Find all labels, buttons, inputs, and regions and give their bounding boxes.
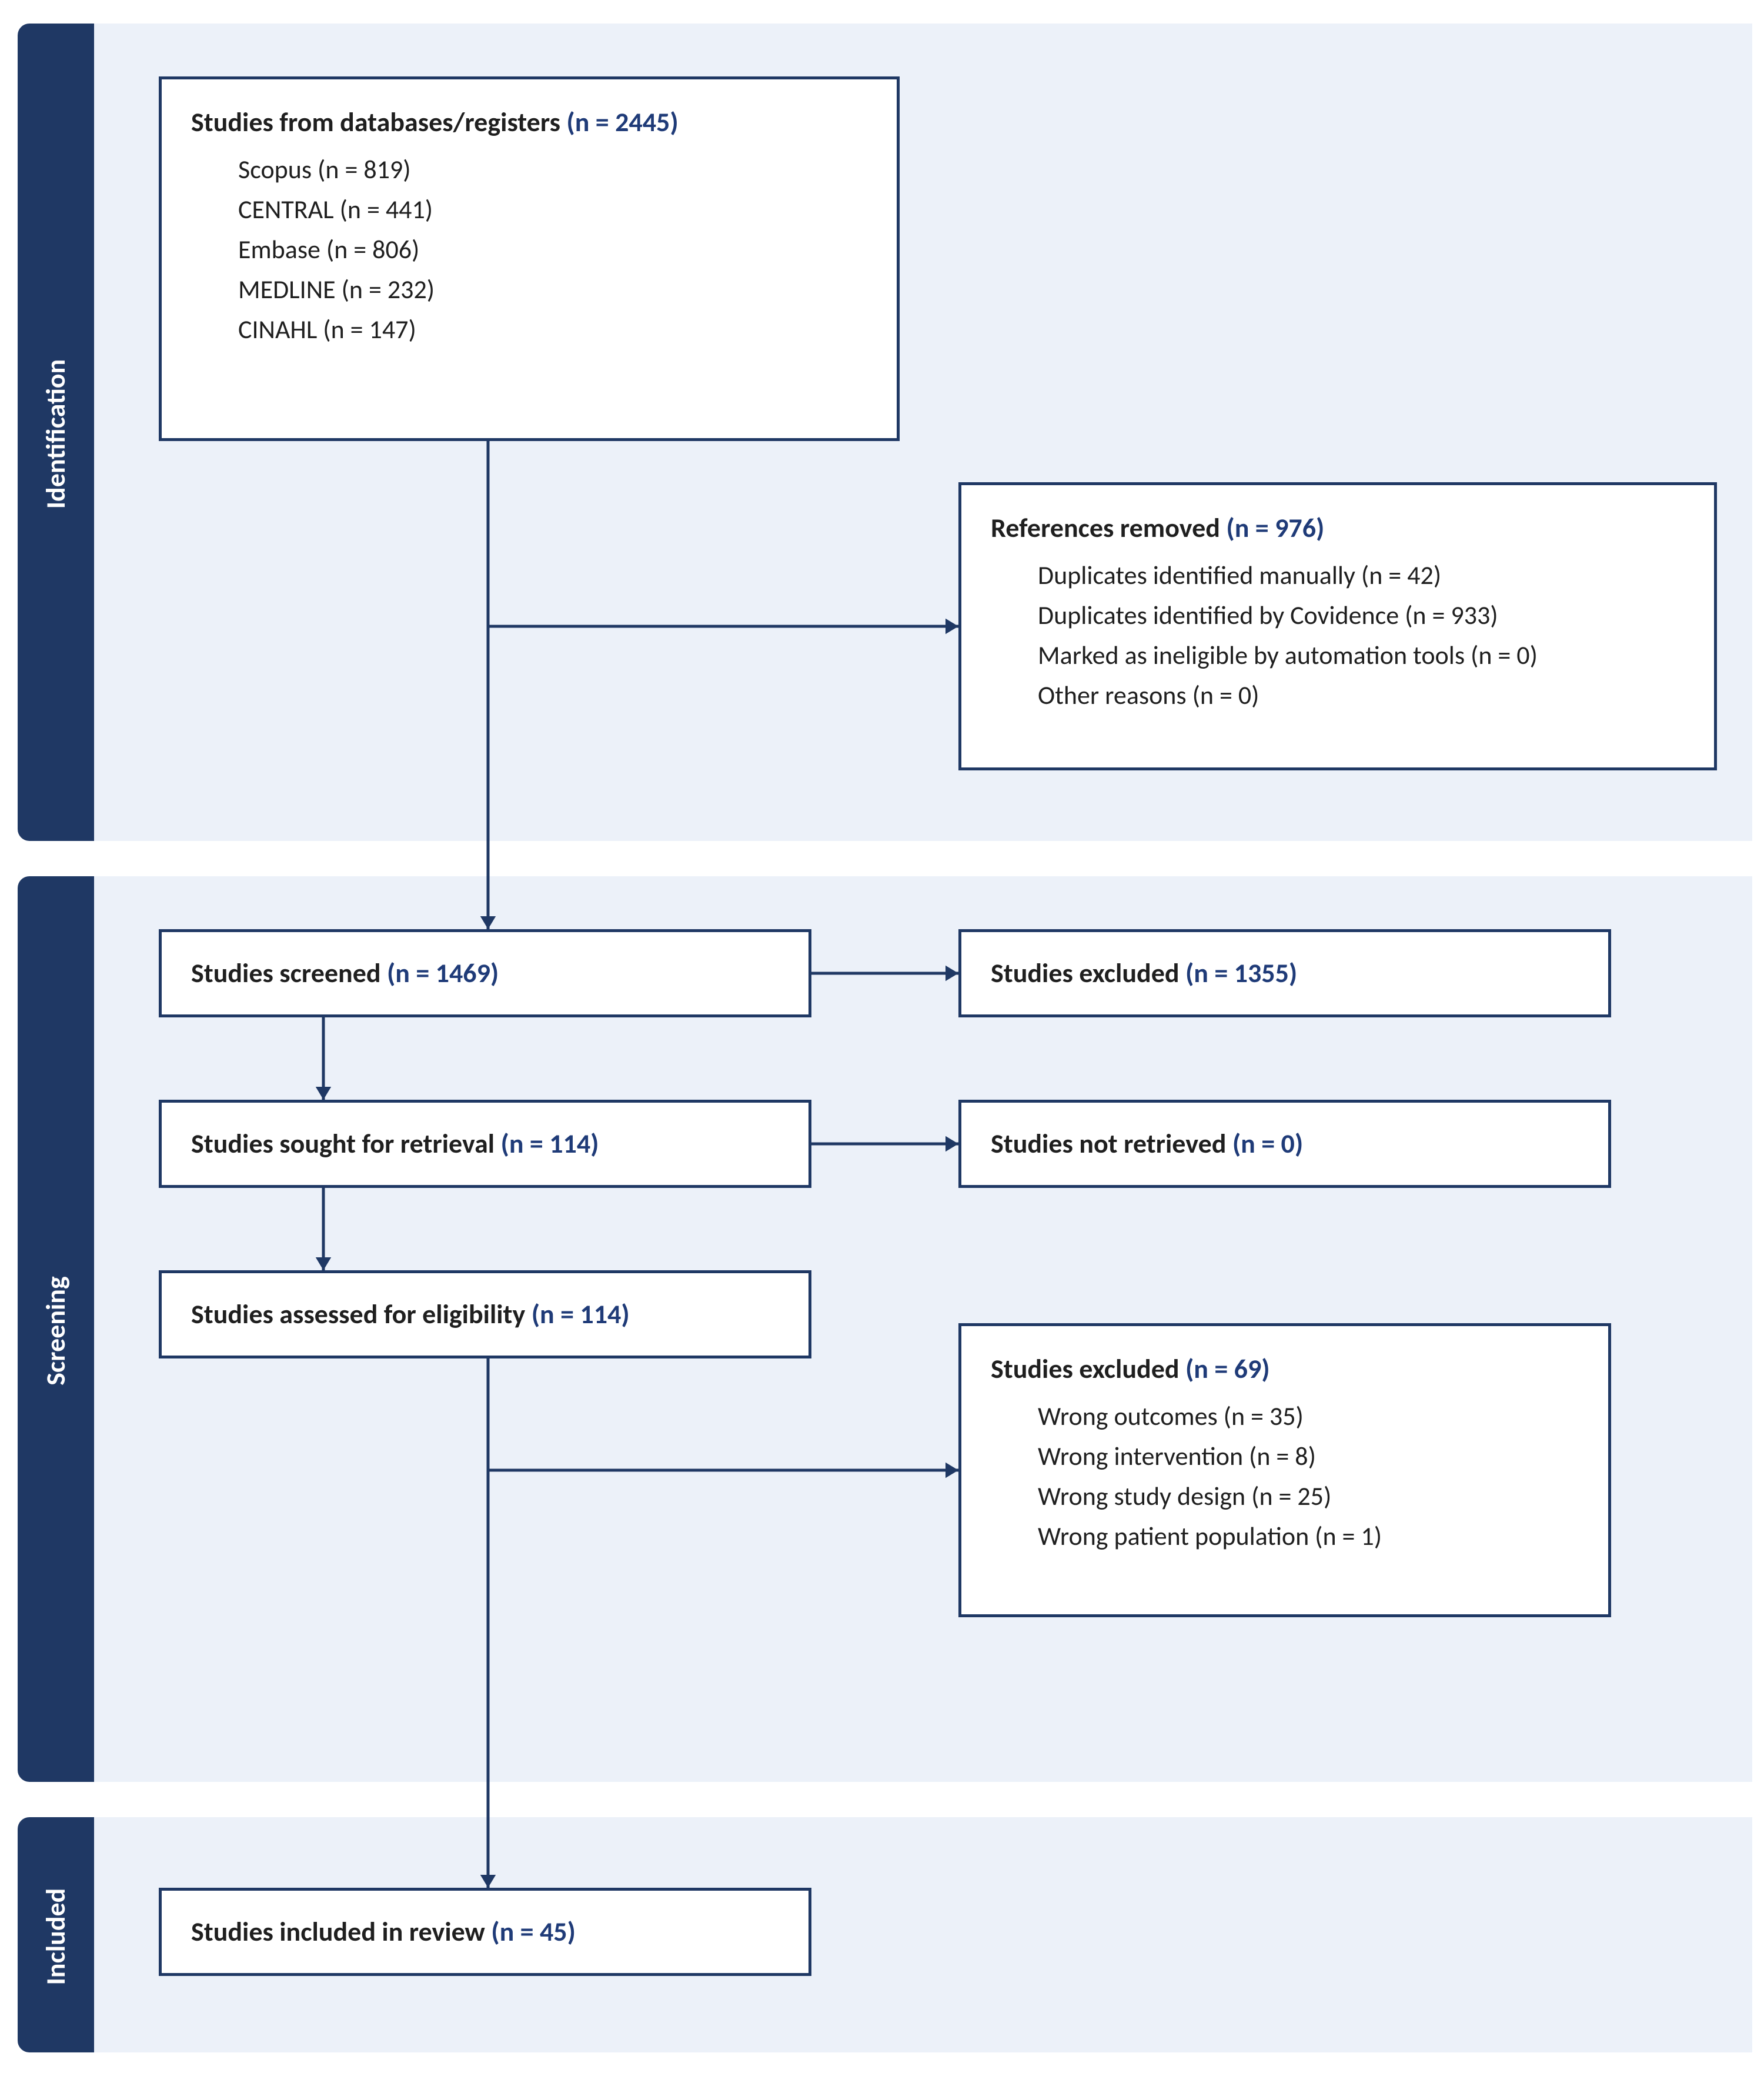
sublist-item: Duplicates identified manually (n = 42) — [1038, 555, 1685, 595]
node-count: (n = 2445) — [566, 106, 678, 139]
sublist-item: Wrong outcomes (n = 35) — [1038, 1396, 1579, 1436]
sublist-item: MEDLINE (n = 232) — [238, 269, 867, 309]
stage-label-screening: Screening — [39, 1213, 72, 1448]
sublist-item: Wrong study design (n = 25) — [1038, 1476, 1579, 1516]
prisma-flowchart: Identification Screening Included Studies f… — [0, 0, 1764, 2073]
node-sublist: Wrong outcomes (n = 35)Wrong interventio… — [1038, 1396, 1579, 1557]
node-title: Studies screened (n = 1469) — [191, 954, 499, 993]
node-title-text: Studies excluded — [991, 957, 1185, 990]
node-count: (n = 0) — [1232, 1127, 1303, 1160]
node-count: (n = 69) — [1185, 1353, 1270, 1386]
node-excluded1: Studies excluded (n = 1355) — [958, 929, 1611, 1017]
node-screened: Studies screened (n = 1469) — [159, 929, 811, 1017]
sublist-item: CENTRAL (n = 441) — [238, 189, 867, 229]
node-title-text: Studies screened — [191, 957, 387, 990]
node-title: Studies sought for retrieval (n = 114) — [191, 1124, 599, 1164]
node-title-text: Studies from databases/registers — [191, 106, 566, 139]
node-count: (n = 45) — [491, 1915, 576, 1948]
sublist-item: Duplicates identified by Covidence (n = … — [1038, 595, 1685, 635]
node-title: Studies excluded (n = 1355) — [991, 954, 1297, 993]
node-sublist: Scopus (n = 819)CENTRAL (n = 441)Embase … — [238, 149, 867, 350]
node-title: References removed (n = 976) — [991, 509, 1685, 548]
node-title-text: Studies included in review — [191, 1915, 491, 1948]
node-title-text: Studies excluded — [991, 1353, 1185, 1386]
stage-label-identification: Identification — [39, 316, 72, 552]
node-count: (n = 1469) — [387, 957, 499, 990]
sublist-item: Other reasons (n = 0) — [1038, 675, 1685, 715]
node-title-text: Studies not retrieved — [991, 1127, 1232, 1160]
node-title: Studies from databases/registers (n = 24… — [191, 103, 867, 142]
node-title: Studies included in review (n = 45) — [191, 1912, 576, 1952]
node-count: (n = 114) — [532, 1298, 630, 1331]
sublist-item: CINAHL (n = 147) — [238, 309, 867, 349]
node-count: (n = 976) — [1226, 512, 1324, 545]
node-title-text: References removed — [991, 512, 1226, 545]
node-count: (n = 1355) — [1185, 957, 1297, 990]
node-sublist: Duplicates identified manually (n = 42)D… — [1038, 555, 1685, 716]
sublist-item: Wrong intervention (n = 8) — [1038, 1436, 1579, 1476]
node-count: (n = 114) — [500, 1127, 599, 1160]
node-title-text: Studies sought for retrieval — [191, 1127, 500, 1160]
sublist-item: Scopus (n = 819) — [238, 149, 867, 189]
node-title-text: Studies assessed for eligibility — [191, 1298, 532, 1331]
node-title: Studies not retrieved (n = 0) — [991, 1124, 1303, 1164]
node-notretrieved: Studies not retrieved (n = 0) — [958, 1100, 1611, 1188]
sublist-item: Marked as ineligible by automation tools… — [1038, 635, 1685, 675]
node-sought: Studies sought for retrieval (n = 114) — [159, 1100, 811, 1188]
node-db: Studies from databases/registers (n = 24… — [159, 76, 900, 441]
sublist-item: Embase (n = 806) — [238, 229, 867, 269]
node-title: Studies excluded (n = 69) — [991, 1350, 1579, 1389]
node-included: Studies included in review (n = 45) — [159, 1888, 811, 1976]
node-excluded2: Studies excluded (n = 69) Wrong outcomes … — [958, 1323, 1611, 1617]
sublist-item: Wrong patient population (n = 1) — [1038, 1516, 1579, 1556]
node-removed: References removed (n = 976) Duplicates i… — [958, 482, 1717, 770]
node-assessed: Studies assessed for eligibility (n = 11… — [159, 1270, 811, 1358]
stage-label-included: Included — [39, 1819, 72, 2054]
node-title: Studies assessed for eligibility (n = 11… — [191, 1295, 630, 1334]
